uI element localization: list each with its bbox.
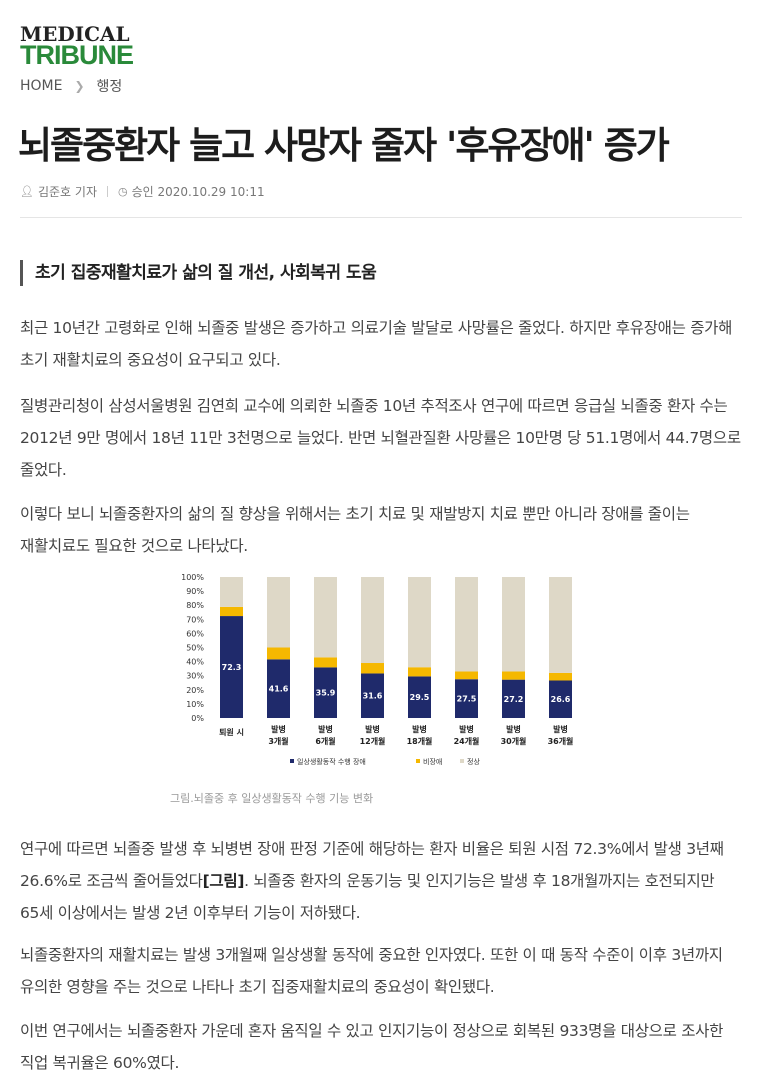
bar-value-label: 72.3 <box>222 663 242 672</box>
bar-value-label: 27.5 <box>457 695 477 704</box>
y-tick-label: 10% <box>186 700 204 709</box>
legend-swatch <box>416 759 420 763</box>
x-category-label: 발병 <box>365 724 380 734</box>
article-meta: 👤︎ 김준호 기자 ◷ 승인 2020.10.29 10:11 <box>20 183 265 200</box>
bar-segment-2 <box>549 577 572 673</box>
x-category-label: 발병 <box>318 724 333 734</box>
paragraph-2: 질병관리청이 삼성서울병원 김연희 교수에 의뢰한 뇌졸중 10년 추적조사 연… <box>20 397 741 479</box>
x-category-label: 퇴원 시 <box>219 727 244 737</box>
paragraph-4: 연구에 따르면 뇌졸중 발생 후 뇌병변 장애 판정 기준에 해당하는 환자 비… <box>20 833 744 929</box>
bar-segment-1 <box>455 671 478 680</box>
figure-caption: 그림.뇌졸중 후 일상생활동작 수행 기능 변화 <box>170 792 374 805</box>
paragraph-6: 이번 연구에서는 뇌졸중환자 가운데 혼자 움직일 수 있고 인지기능이 정상으… <box>20 1022 724 1072</box>
paragraph-5: 뇌졸중환자의 재활치료는 발생 3개월째 일상생활 동작에 중요한 인자였다. … <box>20 946 723 996</box>
bar-segment-0 <box>408 676 431 718</box>
site-logo[interactable]: MEDICAL TRIBUNE <box>20 22 134 70</box>
bar-segment-2 <box>220 577 243 607</box>
bar-segment-1 <box>408 667 431 677</box>
bar-segment-1 <box>267 647 290 660</box>
adl-function-chart: 0% 10% 20% 30% 40% 50% 60% 70% 80% 90% 100% 72.3 퇴원 … <box>181 573 574 766</box>
bar-segment-0 <box>502 679 525 718</box>
x-category-label: 발병 <box>553 724 568 734</box>
paragraph-1: 최근 10년간 고령화로 인해 뇌졸중 발생은 증가하고 의료기술 발달로 사망… <box>20 319 733 369</box>
figure-reference: [그림] <box>202 872 245 890</box>
bar-segment-1 <box>361 663 384 674</box>
paragraph-4-text-b: . 뇌졸중 환자의 운동기능 및 인지기능은 발생 후 18개월까지는 호전되지… <box>20 872 715 922</box>
x-category-label: 18개월 <box>407 736 433 746</box>
bar-value-label: 26.6 <box>551 695 571 704</box>
chevron-right-icon: ❯ <box>74 79 85 93</box>
bar-segment-2 <box>361 577 384 664</box>
bar-value-label: 41.6 <box>269 685 289 694</box>
bar-segment-2 <box>502 577 525 672</box>
paragraph-3: 이렇다 보니 뇌졸중환자의 삶의 질 향상을 위해서는 초기 치료 및 재발방지… <box>20 505 690 555</box>
x-category-label: 발병 <box>271 724 286 734</box>
bar-value-label: 27.2 <box>504 695 524 704</box>
bar-value-label: 31.6 <box>363 692 383 701</box>
legend-swatch <box>460 759 464 763</box>
y-tick-label: 60% <box>186 629 204 638</box>
bar-segment-0 <box>220 616 243 718</box>
y-tick-label: 90% <box>186 587 204 596</box>
bar-segment-0 <box>549 680 572 718</box>
x-category-label: 3개월 <box>268 736 288 746</box>
article-title: 뇌졸중환자 늘고 사망자 줄자 '후유장애' 증가 <box>18 124 670 167</box>
bar-segment-0 <box>455 679 478 718</box>
y-tick-label: 40% <box>186 658 204 667</box>
x-category-label: 36개월 <box>548 736 574 746</box>
legend-swatch <box>290 759 294 763</box>
y-tick-label: 100% <box>181 573 204 582</box>
author-name[interactable]: 김준호 기자 <box>37 185 97 199</box>
bar-segment-0 <box>314 667 337 718</box>
bar-value-label: 29.5 <box>410 693 430 702</box>
legend-label: 일상생활동작 수행 장애 <box>297 757 366 766</box>
y-tick-label: 20% <box>186 686 204 695</box>
y-tick-label: 0% <box>191 714 204 723</box>
clock-icon: ◷ <box>117 185 128 198</box>
breadcrumb-home-link[interactable]: HOME <box>20 78 63 94</box>
paragraph-4-text-a: 연구에 따르면 뇌졸중 발생 후 뇌병변 장애 판정 기준에 해당하는 환자 비… <box>20 840 724 890</box>
logo-line2: TRIBUNE <box>20 40 134 70</box>
meta-divider <box>106 186 108 197</box>
bar-value-label: 35.9 <box>316 689 336 698</box>
y-tick-label: 50% <box>186 644 204 653</box>
bar-segment-2 <box>314 577 337 658</box>
bar-segment-1 <box>220 606 243 617</box>
bar-segment-1 <box>549 672 572 681</box>
x-category-label: 6개월 <box>315 736 335 746</box>
x-category-label: 30개월 <box>501 736 527 746</box>
y-tick-label: 80% <box>186 601 204 610</box>
logo-line1: MEDICAL <box>20 22 130 46</box>
bar-segment-0 <box>361 673 384 718</box>
x-category-label: 발병 <box>412 724 427 734</box>
bar-segment-1 <box>314 657 337 668</box>
bar-segment-2 <box>267 577 290 648</box>
y-tick-label: 70% <box>186 615 204 624</box>
breadcrumb: HOME ❯ 행정 <box>20 76 122 96</box>
legend-label: 비장애 <box>423 757 442 766</box>
breadcrumb-section-link[interactable]: 행정 <box>96 79 123 95</box>
approved-time: 승인 2020.10.29 10:11 <box>131 185 265 199</box>
x-category-label: 발병 <box>506 724 521 734</box>
bar-segment-2 <box>455 577 478 672</box>
legend-label: 정상 <box>467 757 480 766</box>
x-category-label: 발병 <box>459 724 474 734</box>
person-icon: 👤︎ <box>20 185 34 198</box>
x-category-label: 12개월 <box>360 736 386 746</box>
bar-segment-1 <box>502 671 525 680</box>
article-subtitle: 초기 집중재활치료가 삶의 질 개선, 사회복귀 도움 <box>20 260 377 286</box>
header-divider <box>20 217 742 218</box>
bar-segment-2 <box>408 577 431 668</box>
y-tick-label: 30% <box>186 672 204 681</box>
x-category-label: 24개월 <box>454 736 480 746</box>
bar-segment-0 <box>267 659 290 718</box>
